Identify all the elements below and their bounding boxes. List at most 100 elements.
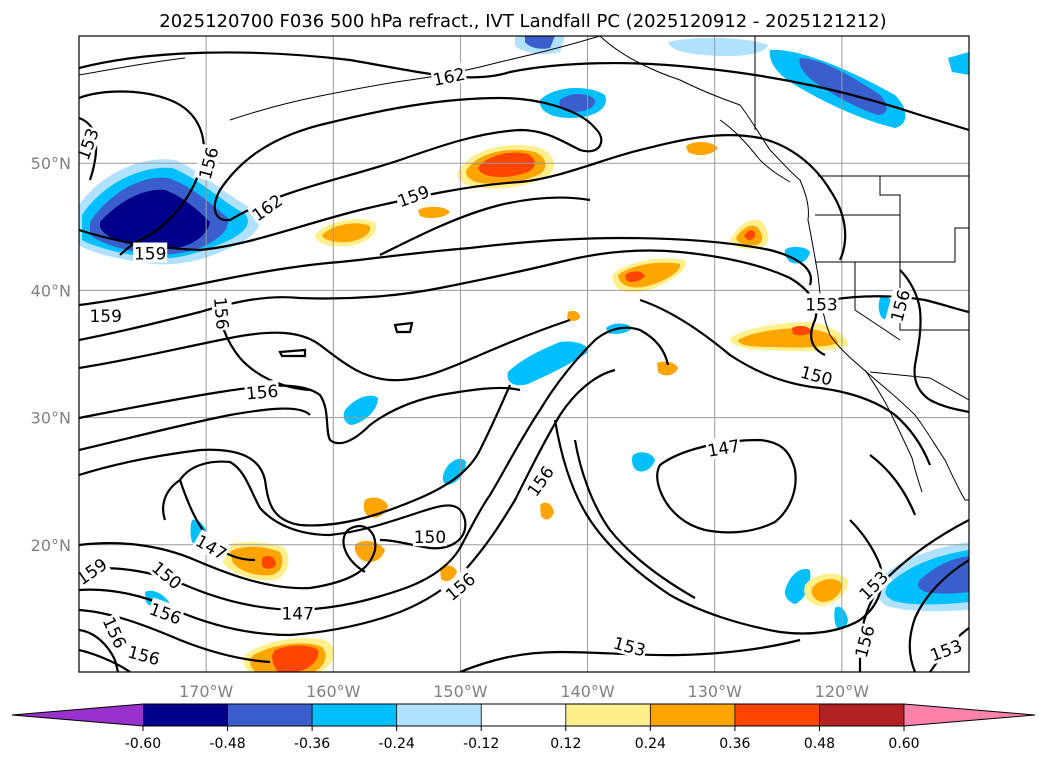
contour-label-background (849, 622, 878, 661)
positive-anomaly-region (262, 556, 276, 569)
positive-anomaly-region (792, 325, 812, 336)
longitude-tick-label: 150°W (433, 682, 488, 701)
positive-anomaly-region (322, 223, 371, 243)
figure-title: 2025120700 F036 500 hPa refract., IVT La… (159, 11, 886, 32)
colorbar-tick-label: 0.60 (888, 736, 919, 752)
contour-150 (79, 525, 377, 590)
negative-anomaly-region (917, 556, 969, 594)
contour-162 (213, 96, 603, 222)
longitude-tick-label: 160°W (306, 682, 361, 701)
colorbar-extend-high (904, 704, 1035, 726)
colorbar-tick-label: -0.12 (463, 736, 499, 752)
colorbar-tick-label: -0.24 (379, 736, 415, 752)
colorbar-segment (565, 704, 651, 726)
negative-anomaly-region (559, 94, 596, 112)
contour-label-background (393, 180, 433, 211)
north-america-coastline (599, 36, 969, 501)
contour-150 (639, 298, 932, 466)
contour-label-background (147, 555, 187, 594)
contour-label-background (521, 460, 558, 501)
contour-label: 159 (133, 242, 168, 265)
contour-label: 156 (209, 295, 234, 332)
contour-label-background (412, 526, 447, 547)
positive-anomaly-region (440, 565, 457, 582)
contour-label-background (88, 304, 123, 325)
contour-label-text: 156 (209, 296, 232, 330)
positive-anomaly-region (657, 361, 678, 376)
contour-label-background (79, 552, 111, 589)
positive-anomaly-region (478, 152, 535, 177)
positive-anomaly-region (272, 645, 319, 672)
colorbar-segment (650, 704, 736, 726)
colorbar-tick-label: -0.48 (209, 736, 245, 752)
us-state-borders (815, 214, 969, 341)
contour-159 (379, 196, 591, 256)
contour-153 (79, 326, 670, 612)
contour-label-background (885, 286, 914, 325)
colorbar-tick-label: -0.36 (294, 736, 330, 752)
colorbar-tick-label: 0.36 (719, 736, 750, 752)
colorbar-segment (143, 704, 229, 726)
negative-anomaly-region (632, 452, 655, 472)
contour-156 (899, 269, 969, 414)
contour-153 (908, 559, 969, 672)
contour-label-text: 153 (805, 295, 837, 315)
contour-162 (79, 51, 969, 132)
contour-label-background (853, 565, 893, 604)
contour-label-background (133, 242, 168, 263)
positive-anomaly-region (540, 502, 554, 520)
positive-anomaly-region (354, 540, 385, 562)
contour-147 (162, 478, 256, 562)
positive-anomaly-region (744, 230, 756, 240)
contour-label-background (610, 631, 649, 660)
contour-159 (79, 236, 813, 307)
colorbar-tick-label: 0.12 (550, 736, 581, 752)
contour-label-background (193, 143, 222, 182)
contour-label-text: 147 (281, 604, 313, 624)
contour-156 (79, 608, 271, 664)
contour-label-background (99, 612, 132, 652)
contour-label-background (246, 188, 287, 225)
contour-150 (179, 460, 467, 550)
negative-anomaly-region (799, 58, 887, 115)
contour-label-background (804, 293, 839, 314)
contour-159 (79, 648, 131, 672)
colorbar-extend-low (12, 704, 143, 726)
colorbar-tick-label: 0.48 (804, 736, 835, 752)
contour-156 (573, 439, 696, 599)
colorbar-segment (312, 704, 398, 726)
longitude-tick-label: 140°W (560, 682, 615, 701)
contour-156 (79, 384, 512, 527)
colorbar-segment (734, 704, 820, 726)
colorbar-segment (227, 704, 313, 726)
positive-anomaly-region (418, 206, 450, 219)
negative-anomaly-region (784, 246, 810, 264)
refractivity-contours (79, 51, 969, 672)
contour-label-background (926, 634, 966, 665)
colorbar: -0.60 -0.48 -0.36 -0.24 -0.12 0.12 0.24 0.36 0.4… (11, 703, 1036, 752)
latitude-tick-label: 50°N (31, 154, 71, 173)
colorbar-tick-label: 0.24 (635, 736, 666, 752)
baja-peninsula-coastline (864, 369, 923, 493)
contour-153 (829, 295, 969, 314)
coastline-and-borders (79, 36, 969, 501)
contour-label-background (210, 295, 234, 332)
contour-label: 150 (412, 526, 447, 548)
colorbar-segment (396, 704, 482, 726)
positive-anomaly-region (625, 271, 645, 283)
positive-anomaly-region (686, 142, 718, 156)
positive-anomaly-region (567, 310, 580, 321)
contour-label: 147 (280, 602, 315, 624)
colorbar-tick-label: -0.60 (125, 736, 161, 752)
negative-anomaly-region (507, 341, 589, 386)
contour-label: 156 (244, 379, 280, 405)
contour-label-text: 159 (89, 307, 121, 327)
contour-label-background (244, 379, 280, 403)
contour-156 (79, 384, 521, 445)
aleutian-coastline (229, 79, 411, 121)
contour-label: 150 (797, 360, 836, 390)
contour-label: 153 (804, 293, 839, 315)
map-frame (78, 35, 970, 673)
